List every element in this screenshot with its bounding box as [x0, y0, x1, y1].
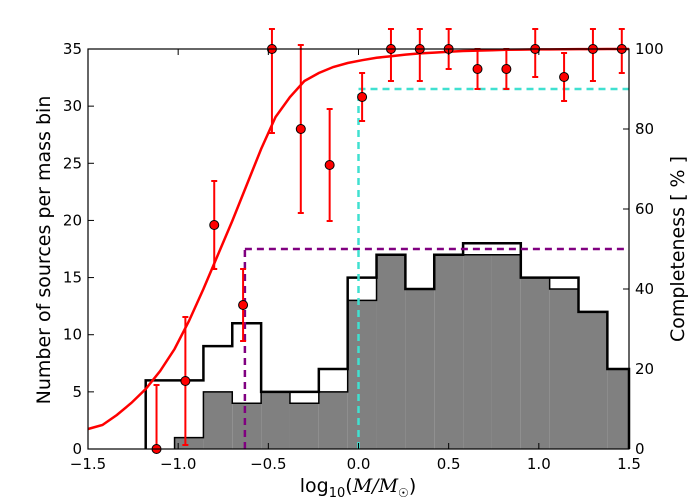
filled-histogram-bar — [491, 254, 521, 449]
x-axis-title-slash: / — [370, 475, 380, 497]
y-tick-label: 25 — [63, 154, 82, 172]
filled-histogram-bar — [463, 254, 492, 449]
y2-tick-label: 80 — [635, 120, 654, 138]
filled-histogram-bar — [607, 369, 629, 449]
x-axis-title-sub: 10 — [329, 486, 346, 500]
step-histogram-line — [144, 242, 631, 449]
y2-tick-label: 60 — [635, 200, 654, 218]
completeness-point — [238, 300, 249, 310]
completeness-point — [357, 92, 368, 102]
completeness-point — [324, 160, 335, 170]
x-axis-title: log10(M/M☉) — [300, 475, 416, 500]
completeness-point — [209, 220, 220, 230]
y-axis-title: Number of sources per mass bin — [33, 96, 55, 405]
x-tick-label: 1.0 — [527, 455, 551, 473]
y-tick-label: 30 — [63, 97, 82, 115]
y2-tick-label: 0 — [635, 440, 645, 458]
x-tick-label: −1.0 — [160, 455, 196, 473]
filled-histogram-bar — [434, 254, 464, 449]
filled-histogram-bar — [289, 403, 319, 449]
y2-tick-label: 40 — [635, 280, 654, 298]
y2-tick-label: 20 — [635, 360, 654, 378]
x-tick-label: 1.5 — [617, 455, 641, 473]
x-axis-title-close: ) — [409, 475, 416, 497]
y-tick-label: 20 — [63, 211, 82, 229]
x-tick-label: 0.5 — [437, 455, 461, 473]
filled-histogram-bar — [376, 254, 406, 449]
completeness-points-layer — [151, 28, 627, 454]
x-tick-label: 0.0 — [347, 455, 371, 473]
x-tick-label: −1.5 — [70, 455, 106, 473]
filled-histogram-bar — [549, 289, 579, 449]
x-axis-title-sun: ☉ — [398, 486, 409, 500]
y-tick-label: 35 — [63, 40, 82, 58]
filled-histogram-bar — [203, 391, 233, 449]
threshold-layer — [243, 87, 629, 449]
filled-histogram-bar — [261, 391, 290, 449]
y-tick-label: 5 — [72, 383, 82, 401]
y2-tick-label: 100 — [635, 40, 664, 58]
y2-axis-title: Completeness [ % ] — [667, 156, 689, 342]
completeness-point — [559, 72, 570, 82]
ticks-layer: −1.5 −1.0 −0.5 0.0 0.5 1.0 1.50510152025303502… — [63, 40, 664, 473]
completeness-point — [295, 124, 306, 134]
y-tick-label: 10 — [63, 326, 82, 344]
x-axis-title-open: ( — [345, 475, 352, 497]
x-axis-title-m: M — [352, 475, 373, 497]
filled-histogram-bar — [520, 277, 550, 449]
x-tick-label: −0.5 — [250, 455, 286, 473]
y-tick-label: 15 — [63, 269, 82, 287]
histogram-layer — [144, 242, 631, 449]
filled-histogram-bar — [318, 391, 348, 449]
filled-histogram-bar — [347, 300, 377, 449]
completeness-point — [472, 64, 483, 74]
y-tick-label: 0 — [72, 440, 82, 458]
filled-histogram-bar — [405, 289, 435, 449]
completeness-point — [180, 376, 191, 386]
x-axis-title-log: log — [300, 475, 329, 497]
filled-histogram-bar — [174, 437, 204, 449]
x-axis-title-msun: M — [378, 475, 399, 497]
filled-histogram-bar — [232, 403, 262, 449]
filled-histogram-bar — [578, 311, 608, 449]
completeness-point — [501, 64, 512, 74]
